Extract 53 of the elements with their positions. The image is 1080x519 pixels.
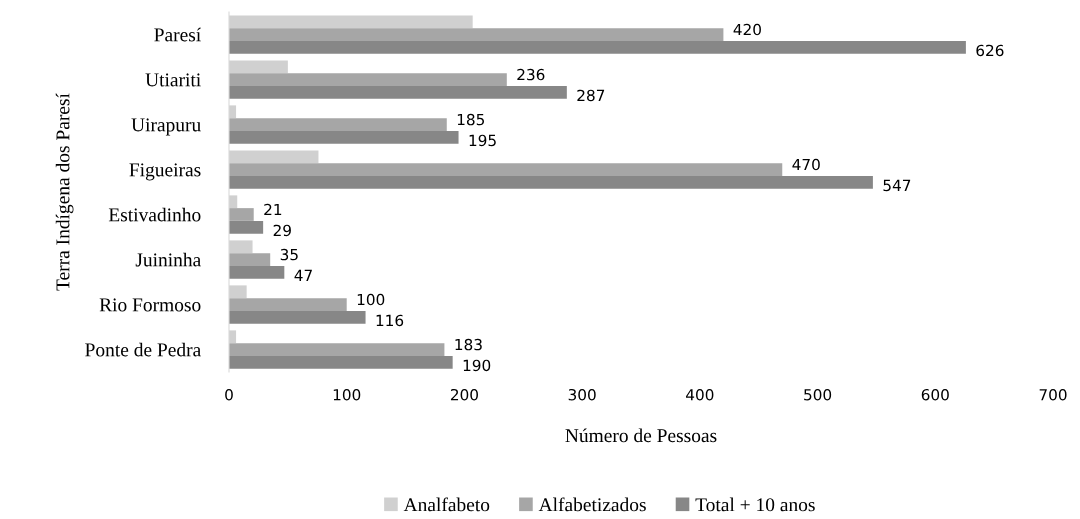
data-label: 185 (457, 113, 485, 126)
data-label: 116 (376, 314, 404, 327)
data-label: 420 (733, 23, 761, 36)
y-tick-label: Figueiras (129, 163, 201, 181)
bar (229, 355, 453, 369)
bar (229, 253, 271, 266)
bar (229, 130, 459, 144)
x-tick-label: 300 (568, 388, 596, 401)
bar (229, 40, 966, 54)
data-label: 195 (469, 134, 496, 147)
y-tick-label: Uirapuru (131, 118, 201, 136)
bar (229, 163, 783, 176)
data-label: 470 (792, 158, 820, 171)
x-axis-title: Número de Pessoas (565, 428, 717, 443)
bar (229, 175, 873, 189)
x-tick-label: 500 (804, 388, 832, 401)
x-tick-label: 400 (686, 388, 714, 401)
x-tick-label: 200 (450, 388, 478, 401)
bar (229, 85, 567, 99)
data-label: 47 (294, 269, 312, 281)
legend-label: Alfabetizados (538, 497, 646, 512)
x-tick-label: 700 (1039, 388, 1067, 401)
y-axis-title: Terra Indígena dos Paresí (55, 93, 74, 291)
data-label: 21 (264, 203, 282, 216)
bar (229, 265, 285, 279)
data-label: 190 (463, 359, 491, 372)
data-label: 100 (357, 293, 385, 306)
data-label: 35 (280, 248, 298, 261)
x-tick-label: 100 (333, 388, 361, 401)
bar (229, 310, 366, 324)
x-tick-label: 600 (921, 388, 949, 401)
y-tick-label: Rio Formoso (99, 298, 201, 312)
bar (229, 28, 724, 41)
bar (229, 343, 445, 356)
bar (229, 73, 507, 86)
data-label: 236 (517, 68, 545, 81)
x-tick-label: 0 (225, 388, 233, 401)
legend-label: Total + 10 anos (695, 497, 815, 512)
bar (229, 208, 254, 221)
y-tick-label: Ponte de Pedra (85, 342, 201, 357)
legend-label: Analfabeto (403, 497, 490, 512)
data-label: 547 (883, 179, 911, 192)
data-label: 183 (455, 338, 482, 351)
bar (229, 298, 347, 311)
data-label: 29 (273, 224, 291, 237)
data-label: 626 (976, 44, 1004, 57)
y-tick-label: Paresí (154, 27, 202, 42)
y-tick-label: Estivadinho (108, 207, 201, 222)
y-tick-label: Juininha (135, 252, 201, 267)
data-label: 287 (577, 89, 605, 102)
bar (229, 220, 264, 234)
y-tick-label: Utiariti (145, 73, 201, 87)
bar (229, 118, 447, 131)
